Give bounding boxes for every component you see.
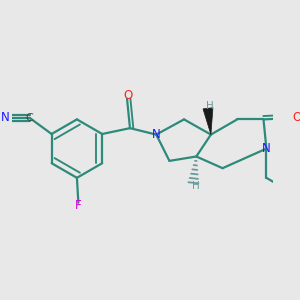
Text: O: O bbox=[123, 88, 133, 101]
Polygon shape bbox=[203, 108, 213, 135]
Text: H: H bbox=[192, 181, 200, 190]
Text: C: C bbox=[26, 113, 34, 123]
Text: H: H bbox=[206, 101, 214, 111]
Text: N: N bbox=[152, 128, 161, 141]
Text: N: N bbox=[262, 142, 271, 155]
Text: O: O bbox=[292, 111, 300, 124]
Text: F: F bbox=[75, 199, 82, 212]
Text: N: N bbox=[1, 111, 9, 124]
